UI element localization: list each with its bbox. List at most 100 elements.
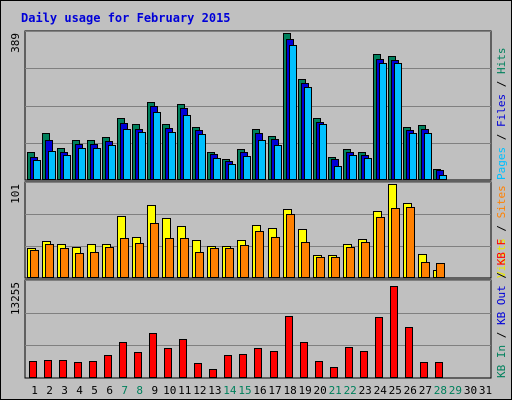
x-tick-label: 8 — [136, 384, 143, 397]
bar-pages — [364, 158, 372, 180]
bar-pages — [409, 133, 417, 180]
x-tick-label: 5 — [91, 384, 98, 397]
bar-kbytes — [134, 352, 142, 378]
x-tick-label: 24 — [374, 384, 388, 397]
bar-kbytes — [390, 286, 398, 378]
x-tick-label: 19 — [298, 384, 311, 397]
x-tick-label: 14 — [223, 384, 237, 397]
x-tick-label: 10 — [163, 384, 176, 397]
bar-kbytes — [89, 361, 97, 378]
legend-item: Files — [495, 94, 508, 127]
bar-pages — [93, 148, 101, 180]
bar-sites — [376, 217, 385, 278]
bar-kbytes — [315, 361, 323, 378]
panel-middle: 101 Visits / Sites — [9, 181, 508, 279]
legend-item: / — [495, 127, 508, 147]
x-tick-label: 7 — [121, 384, 128, 397]
bar-pages — [394, 63, 402, 180]
bar-kbytes — [44, 360, 52, 378]
legend: Visits / Sites — [495, 185, 508, 278]
bar-kbytes — [254, 348, 262, 378]
x-tick-label: 16 — [253, 384, 266, 397]
bar-pages — [153, 112, 161, 180]
x-tick-label: 6 — [106, 384, 113, 397]
bar-sites — [240, 245, 249, 278]
bar-kbytes — [345, 347, 353, 378]
x-tick-label: 20 — [313, 384, 326, 397]
bar-sites — [210, 248, 219, 278]
bar-kbytes — [239, 354, 247, 378]
chart-title: Daily usage for February 2015 — [21, 11, 231, 25]
legend-item: / — [495, 325, 508, 345]
bar-sites — [301, 242, 310, 278]
bar-kbytes — [194, 363, 202, 378]
bar-pages — [213, 158, 221, 180]
bar-pages — [304, 87, 312, 180]
bar-sites — [195, 252, 204, 278]
x-tick-label: 22 — [344, 384, 357, 397]
bar-pages — [108, 145, 116, 180]
bar-sites — [331, 257, 340, 278]
bar-pages — [379, 63, 387, 180]
bar-kbytes — [435, 362, 443, 378]
panel-bottom: 13255 KB In / KB Out / KB F — [9, 239, 508, 379]
bar-pages — [123, 129, 131, 180]
legend-item: Sites — [495, 185, 508, 218]
bar-pages — [33, 160, 41, 180]
bar-pages — [258, 140, 266, 180]
x-tick-label: 1 — [31, 384, 38, 397]
bar-sites — [286, 214, 295, 278]
bar-pages — [334, 166, 342, 180]
bar-pages — [63, 155, 71, 180]
x-tick-label: 25 — [389, 384, 402, 397]
bar-pages — [138, 132, 146, 180]
bar-sites — [316, 257, 325, 278]
bar-kbytes — [74, 362, 82, 378]
x-tick-label: 12 — [193, 384, 206, 397]
bar-pages — [439, 175, 447, 180]
bar-pages — [319, 124, 327, 180]
x-tick-label: 26 — [404, 384, 417, 397]
bar-sites — [60, 248, 69, 278]
bar-pages — [274, 145, 282, 180]
bar-pages — [48, 151, 56, 180]
bar-kbytes — [224, 355, 232, 378]
x-tick-label: 30 — [464, 384, 477, 397]
x-tick-label: 18 — [283, 384, 296, 397]
bar-kbytes — [285, 316, 293, 378]
bar-pages — [228, 164, 236, 180]
bar-sites — [45, 244, 54, 278]
legend-item: Pages — [495, 147, 508, 180]
bar-kbytes — [119, 342, 127, 378]
x-tick-label: 15 — [238, 384, 251, 397]
y-max-label: 101 — [9, 184, 22, 204]
bar-sites — [361, 242, 370, 278]
bar-sites — [120, 238, 129, 278]
bar-kbytes — [104, 355, 112, 378]
bar-kbytes — [59, 360, 67, 378]
legend-item: KB Out — [495, 285, 508, 325]
bar-kbytes — [360, 351, 368, 378]
y-max-label: 13255 — [9, 282, 22, 315]
x-tick-label: 9 — [151, 384, 158, 397]
bar-sites — [406, 207, 415, 278]
bar-kbytes — [300, 342, 308, 378]
x-tick-label: 17 — [268, 384, 281, 397]
legend-item: / — [495, 265, 508, 285]
bar-kbytes — [209, 369, 217, 378]
y-max-label: 389 — [9, 33, 22, 53]
bar-kbytes — [330, 367, 338, 378]
bar-pages — [289, 45, 297, 180]
legend-item: Hits — [495, 48, 508, 75]
legend-item: / — [495, 218, 508, 238]
bar-kbytes — [405, 327, 413, 378]
legend-item: Visits — [495, 238, 508, 278]
x-tick-label: 29 — [449, 384, 462, 397]
legend: KB In / KB Out / KB F — [495, 239, 508, 378]
bar-pages — [168, 132, 176, 180]
legend: Pages / Files / Hits — [495, 48, 508, 181]
bar-pages — [198, 134, 206, 180]
bar-pages — [78, 148, 86, 180]
x-tick-label: 2 — [46, 384, 53, 397]
